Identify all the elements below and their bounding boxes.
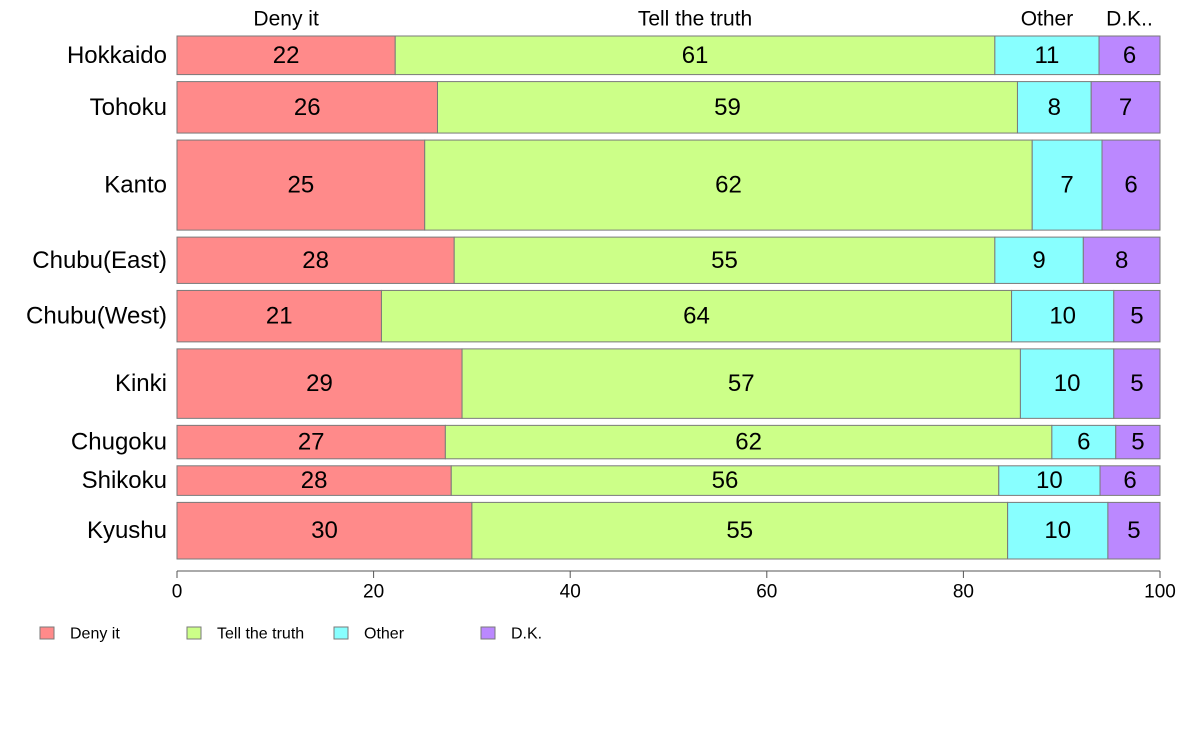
x-tick-label: 100 bbox=[1144, 582, 1176, 603]
x-tick-label: 60 bbox=[756, 582, 777, 603]
data-label: 8 bbox=[1115, 247, 1128, 274]
data-label: 6 bbox=[1124, 172, 1137, 199]
data-label: 6 bbox=[1123, 42, 1136, 69]
legend-label: Other bbox=[364, 626, 405, 643]
data-label: 56 bbox=[712, 467, 739, 494]
data-label: 7 bbox=[1060, 172, 1073, 199]
data-label: 62 bbox=[735, 429, 762, 456]
data-label: 8 bbox=[1048, 94, 1061, 121]
data-label: 7 bbox=[1119, 94, 1132, 121]
data-label: 6 bbox=[1123, 467, 1136, 494]
legend-label: Deny it bbox=[70, 626, 120, 643]
x-tick-label: 20 bbox=[363, 582, 384, 603]
legend-swatch bbox=[334, 627, 348, 639]
region-label: Shikoku bbox=[82, 467, 167, 494]
data-label: 28 bbox=[301, 467, 328, 494]
data-label: 5 bbox=[1130, 303, 1143, 330]
data-label: 21 bbox=[266, 303, 293, 330]
legend-label: Tell the truth bbox=[217, 626, 304, 643]
data-label: 10 bbox=[1036, 467, 1063, 494]
data-label: 57 bbox=[728, 370, 755, 397]
data-label: 9 bbox=[1032, 247, 1045, 274]
series-top-label: D.K.. bbox=[1106, 8, 1153, 31]
data-label: 22 bbox=[273, 42, 300, 69]
data-label: 11 bbox=[1034, 42, 1059, 69]
data-label: 10 bbox=[1049, 303, 1076, 330]
region-label: Chubu(West) bbox=[26, 303, 167, 330]
legend-swatch bbox=[481, 627, 495, 639]
data-label: 5 bbox=[1127, 517, 1140, 544]
region-label: Kinki bbox=[115, 370, 167, 397]
region-label: Kanto bbox=[104, 172, 167, 199]
data-label: 59 bbox=[714, 94, 741, 121]
data-label: 10 bbox=[1044, 517, 1071, 544]
data-label: 62 bbox=[715, 172, 742, 199]
series-top-label: Tell the truth bbox=[638, 8, 752, 31]
legend-label: D.K. bbox=[511, 626, 542, 643]
legend-swatch bbox=[40, 627, 54, 639]
region-label: Chubu(East) bbox=[32, 247, 167, 274]
data-label: 29 bbox=[306, 370, 333, 397]
data-label: 64 bbox=[683, 303, 710, 330]
data-label: 55 bbox=[726, 517, 753, 544]
data-label: 6 bbox=[1077, 429, 1090, 456]
region-label: Hokkaido bbox=[67, 42, 167, 69]
data-label: 5 bbox=[1130, 370, 1143, 397]
data-label: 26 bbox=[294, 94, 321, 121]
x-tick-label: 40 bbox=[560, 582, 581, 603]
data-label: 25 bbox=[288, 172, 315, 199]
data-label: 27 bbox=[298, 429, 325, 456]
legend-swatch bbox=[187, 627, 201, 639]
x-tick-label: 80 bbox=[953, 582, 974, 603]
region-label: Tohoku bbox=[90, 94, 167, 121]
region-label: Kyushu bbox=[87, 517, 167, 544]
data-label: 28 bbox=[302, 247, 329, 274]
series-top-label: Other bbox=[1021, 8, 1074, 31]
series-top-label: Deny it bbox=[253, 8, 319, 31]
region-label: Chugoku bbox=[71, 429, 167, 456]
data-label: 61 bbox=[682, 42, 709, 69]
data-label: 5 bbox=[1131, 429, 1144, 456]
data-label: 30 bbox=[311, 517, 338, 544]
x-tick-label: 0 bbox=[172, 582, 183, 603]
data-label: 10 bbox=[1054, 370, 1081, 397]
data-label: 55 bbox=[711, 247, 738, 274]
